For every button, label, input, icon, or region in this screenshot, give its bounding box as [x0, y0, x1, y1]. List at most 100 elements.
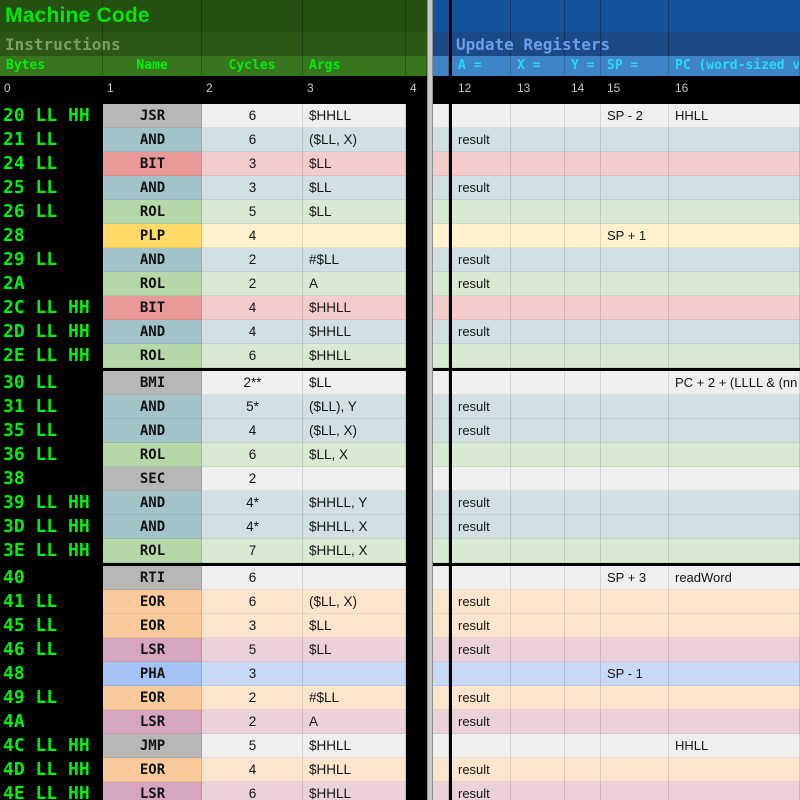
args-cell[interactable]: $LL	[303, 614, 406, 638]
edge-cell[interactable]	[433, 734, 449, 758]
reg-y-cell[interactable]	[565, 515, 601, 539]
empty-cell[interactable]	[406, 152, 427, 176]
reg-x-cell[interactable]	[511, 296, 565, 320]
reg-pc-cell[interactable]	[669, 782, 800, 800]
reg-a-cell[interactable]	[449, 152, 511, 176]
reg-pc-cell[interactable]	[669, 128, 800, 152]
bytes-cell[interactable]: 4A	[0, 710, 103, 734]
reg-sp-cell[interactable]	[601, 515, 669, 539]
col-header-name[interactable]: Name	[103, 56, 202, 76]
cycles-cell[interactable]: 6	[202, 590, 303, 614]
empty-cell[interactable]	[406, 686, 427, 710]
reg-sp-cell[interactable]	[601, 638, 669, 662]
args-cell[interactable]: $HHLL, X	[303, 539, 406, 563]
cycles-cell[interactable]: 2	[202, 272, 303, 296]
bytes-cell[interactable]: 36 LL	[0, 443, 103, 467]
reg-y-cell[interactable]	[565, 344, 601, 368]
reg-x-cell[interactable]	[511, 662, 565, 686]
reg-x-cell[interactable]	[511, 320, 565, 344]
update-registers-header-band[interactable]: Update Registers	[433, 32, 800, 56]
empty-cell[interactable]	[406, 491, 427, 515]
reg-pc-cell[interactable]	[669, 320, 800, 344]
empty-cell[interactable]	[406, 590, 427, 614]
reg-x-cell[interactable]	[511, 248, 565, 272]
args-cell[interactable]	[303, 224, 406, 248]
edge-cell[interactable]	[433, 128, 449, 152]
reg-pc-cell[interactable]	[669, 443, 800, 467]
cycles-cell[interactable]: 5	[202, 638, 303, 662]
empty-cell[interactable]	[406, 320, 427, 344]
bytes-cell[interactable]: 31 LL	[0, 395, 103, 419]
reg-sp-cell[interactable]	[601, 734, 669, 758]
name-cell[interactable]: LSR	[103, 638, 202, 662]
name-cell[interactable]: AND	[103, 176, 202, 200]
reg-x-cell[interactable]	[511, 152, 565, 176]
cycles-cell[interactable]: 5	[202, 734, 303, 758]
col-index-16[interactable]: 16	[675, 81, 689, 95]
reg-y-cell[interactable]	[565, 419, 601, 443]
bytes-cell[interactable]: 21 LL	[0, 128, 103, 152]
reg-a-cell[interactable]: result	[449, 686, 511, 710]
name-cell[interactable]: PHA	[103, 662, 202, 686]
bytes-cell[interactable]: 4C LL HH	[0, 734, 103, 758]
reg-y-cell[interactable]	[565, 662, 601, 686]
bytes-cell[interactable]: 46 LL	[0, 638, 103, 662]
edge-cell[interactable]	[433, 710, 449, 734]
reg-a-cell[interactable]	[449, 296, 511, 320]
empty-cell[interactable]	[406, 782, 427, 800]
edge-cell[interactable]	[433, 782, 449, 800]
bytes-cell[interactable]: 41 LL	[0, 590, 103, 614]
reg-a-cell[interactable]: result	[449, 710, 511, 734]
cycles-cell[interactable]: 6	[202, 566, 303, 590]
reg-y-cell[interactable]	[565, 224, 601, 248]
col-header-pc[interactable]: PC (word-sized val	[669, 56, 800, 76]
empty-cell[interactable]	[406, 128, 427, 152]
bytes-cell[interactable]: 48	[0, 662, 103, 686]
reg-a-cell[interactable]: result	[449, 614, 511, 638]
args-cell[interactable]: $LL, X	[303, 443, 406, 467]
args-cell[interactable]: $HHLL, Y	[303, 491, 406, 515]
reg-y-cell[interactable]	[565, 371, 601, 395]
reg-sp-cell[interactable]	[601, 758, 669, 782]
empty-cell[interactable]	[406, 104, 427, 128]
reg-pc-cell[interactable]	[669, 296, 800, 320]
reg-pc-cell[interactable]	[669, 272, 800, 296]
bytes-cell[interactable]: 20 LL HH	[0, 104, 103, 128]
edge-cell[interactable]	[433, 248, 449, 272]
reg-a-cell[interactable]: result	[449, 272, 511, 296]
reg-a-cell[interactable]: result	[449, 515, 511, 539]
name-cell[interactable]: EOR	[103, 758, 202, 782]
reg-a-cell[interactable]	[449, 539, 511, 563]
name-cell[interactable]: SEC	[103, 467, 202, 491]
empty-cell[interactable]	[406, 296, 427, 320]
args-cell[interactable]: A	[303, 272, 406, 296]
args-cell[interactable]: $HHLL	[303, 782, 406, 800]
empty-cell[interactable]	[406, 395, 427, 419]
reg-a-cell[interactable]	[449, 443, 511, 467]
cycles-cell[interactable]: 6	[202, 104, 303, 128]
reg-pc-cell[interactable]: readWord	[669, 566, 800, 590]
empty-cell[interactable]	[406, 272, 427, 296]
col-header-sp[interactable]: SP =	[601, 56, 669, 76]
edge-cell[interactable]	[433, 224, 449, 248]
empty-cell[interactable]	[406, 566, 427, 590]
args-cell[interactable]: $HHLL	[303, 320, 406, 344]
empty-cell[interactable]	[406, 344, 427, 368]
reg-a-cell[interactable]: result	[449, 248, 511, 272]
edge-cell[interactable]	[433, 662, 449, 686]
bytes-cell[interactable]: 28	[0, 224, 103, 248]
reg-x-cell[interactable]	[511, 176, 565, 200]
args-cell[interactable]: ($LL, X)	[303, 590, 406, 614]
args-cell[interactable]: ($LL), Y	[303, 395, 406, 419]
edge-cell[interactable]	[433, 467, 449, 491]
bytes-cell[interactable]: 45 LL	[0, 614, 103, 638]
reg-x-cell[interactable]	[511, 344, 565, 368]
cycles-cell[interactable]: 3	[202, 152, 303, 176]
bytes-cell[interactable]: 2E LL HH	[0, 344, 103, 368]
args-cell[interactable]: $LL	[303, 200, 406, 224]
edge-cell[interactable]	[433, 296, 449, 320]
reg-a-cell[interactable]	[449, 467, 511, 491]
bytes-cell[interactable]: 4D LL HH	[0, 758, 103, 782]
reg-pc-cell[interactable]	[669, 491, 800, 515]
reg-pc-cell[interactable]	[669, 638, 800, 662]
